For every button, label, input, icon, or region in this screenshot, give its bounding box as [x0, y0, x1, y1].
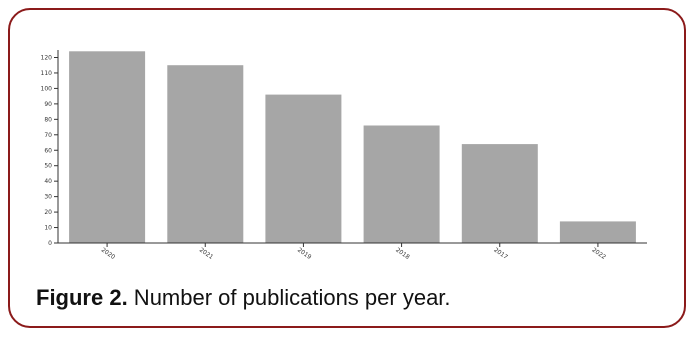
- x-tick-label-2019: 2019: [296, 247, 313, 262]
- bar-2022: [559, 221, 636, 243]
- bar-chart: 0 10 20 30 40 50 60 70 80 90 100 110 120 2020 2021 201…: [41, 50, 647, 262]
- x-tick-label-2021: 2021: [198, 247, 215, 262]
- x-axis: 2020 2021 2019 2018 2017 2022: [56, 242, 647, 262]
- bar-2020: [69, 51, 146, 243]
- x-tick-label-2018: 2018: [394, 247, 411, 262]
- y-tick-label: 50: [44, 163, 52, 170]
- y-tick-label: 0: [48, 240, 52, 247]
- y-tick-label: 90: [44, 101, 52, 108]
- bar-2017: [461, 144, 538, 243]
- bar-2021: [167, 65, 244, 243]
- y-axis: 0 10 20 30 40 50 60 70 80 90 100 110 120: [41, 50, 59, 247]
- y-tick-label: 100: [41, 85, 53, 92]
- x-tick-label-2020: 2020: [100, 247, 117, 262]
- x-tick-label-2022: 2022: [591, 247, 608, 262]
- figure-caption-label: Figure 2.: [36, 285, 128, 310]
- y-tick-label: 10: [44, 225, 52, 232]
- bar-2018: [363, 125, 440, 243]
- y-tick-label: 60: [44, 147, 52, 154]
- y-tick-label: 120: [41, 55, 53, 62]
- y-tick-label: 80: [44, 116, 52, 123]
- y-tick-label: 110: [41, 70, 53, 77]
- y-tick-label: 70: [44, 132, 52, 139]
- figure-caption: Figure 2. Number of publications per yea…: [36, 285, 451, 311]
- y-tick-label: 30: [44, 194, 52, 201]
- bar-2019: [265, 94, 342, 243]
- bars-group: [69, 51, 636, 243]
- x-tick-label-2017: 2017: [492, 247, 509, 262]
- y-tick-label: 20: [44, 209, 52, 216]
- figure-caption-text: Number of publications per year.: [127, 285, 451, 310]
- y-tick-label: 40: [44, 178, 52, 185]
